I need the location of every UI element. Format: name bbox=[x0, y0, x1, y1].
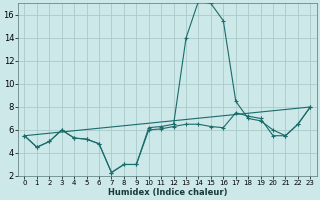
X-axis label: Humidex (Indice chaleur): Humidex (Indice chaleur) bbox=[108, 188, 227, 197]
